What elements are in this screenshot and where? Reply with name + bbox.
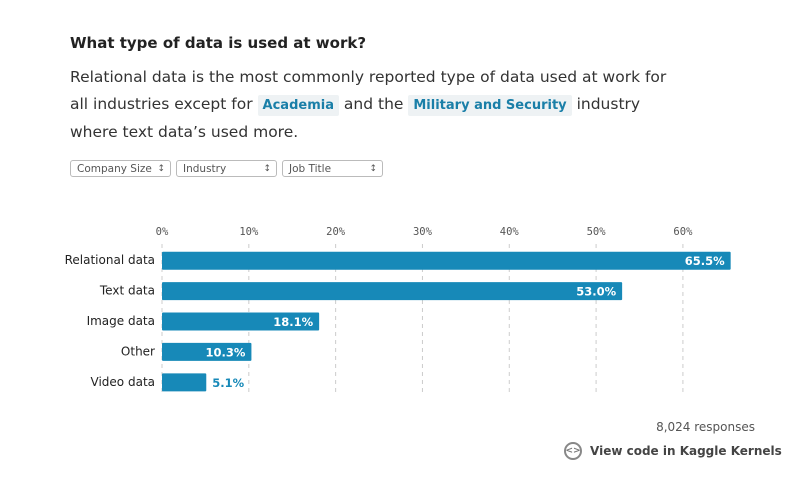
description-text: Relational data is the most commonly rep… [70, 68, 667, 113]
x-tick-label: 40% [500, 226, 520, 238]
value-label: 18.1% [273, 315, 313, 329]
chart-title: What type of data is used at work? [70, 34, 367, 52]
responses: 8,024 responses [656, 420, 755, 434]
bar [162, 282, 623, 301]
y-tick-label: Relational data [65, 253, 155, 267]
x-tick-label: 20% [326, 226, 346, 238]
x-tick-label: 0% [156, 226, 169, 238]
y-tick-label: Video data [91, 375, 155, 389]
link-text[interactable]: View code in Kaggle Kernels [590, 444, 782, 458]
value-label: 5.1% [212, 376, 244, 390]
bar [162, 342, 252, 361]
bar [162, 373, 207, 392]
filter-select[interactable]: Industry [176, 160, 277, 177]
value-label: 53.0% [576, 285, 616, 299]
bar [162, 251, 731, 270]
value-label: 10.3% [206, 345, 246, 359]
bar [162, 312, 320, 331]
filter-select[interactable]: Job Title [282, 160, 383, 177]
x-tick-label: 30% [413, 226, 433, 238]
highlight: Academia [257, 95, 339, 116]
x-tick-label: 10% [239, 226, 259, 238]
description: Relational data is the most commonly rep… [70, 64, 680, 146]
value-label: 65.5% [685, 254, 725, 268]
description-text: industry where text data’s used more. [70, 95, 641, 141]
x-tick-label: 50% [587, 226, 607, 238]
highlight: Military and Security [408, 95, 572, 116]
code-icon: <> [564, 442, 582, 460]
y-tick-label: Text data [99, 284, 155, 298]
description-text: and the [343, 95, 404, 113]
y-tick-label: Image data [87, 314, 155, 328]
filter-select[interactable]: Company Size [70, 160, 171, 177]
filters: Company Size Industry Job Title [70, 160, 383, 177]
x-tick-label: 60% [673, 226, 693, 238]
y-tick-label: Other [121, 344, 155, 358]
kernel-link[interactable]: <> View code in Kaggle Kernels [564, 442, 782, 460]
